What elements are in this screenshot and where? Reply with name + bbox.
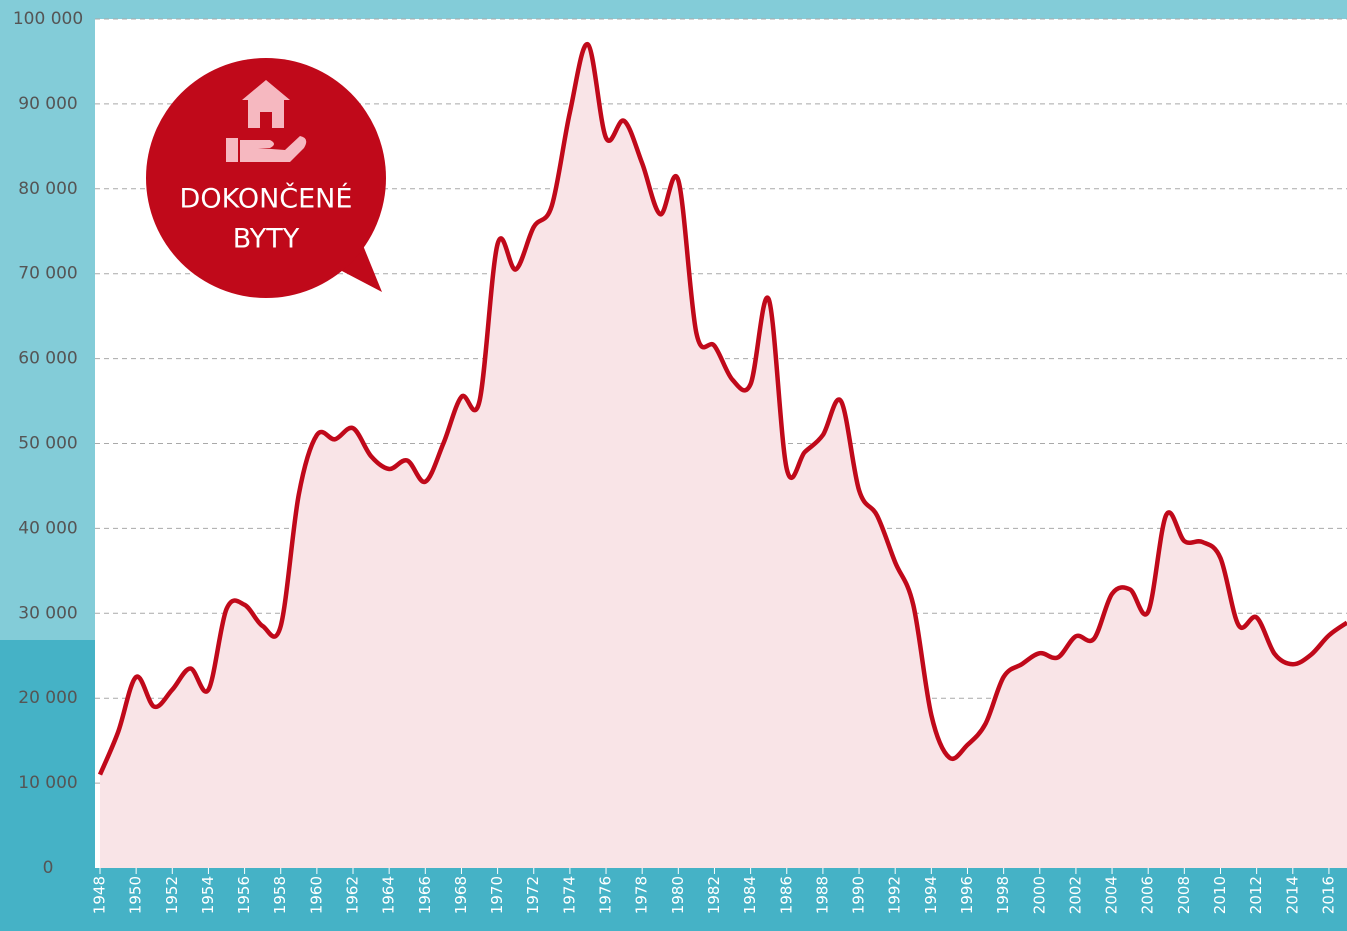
- x-tick-label: 1998: [994, 876, 1012, 914]
- x-tick-label: 1970: [488, 876, 506, 914]
- badge-circle: [146, 58, 386, 298]
- x-tick-label: 1976: [597, 876, 615, 914]
- y-tick-label: 10 000: [18, 773, 77, 793]
- x-tick-label: 1990: [850, 876, 868, 914]
- line: [97, 42, 1347, 776]
- x-tick-label: 2008: [1175, 876, 1193, 914]
- x-tick-label: 1978: [633, 876, 651, 914]
- hand-icon: [226, 138, 238, 162]
- x-tick-label: 1958: [271, 876, 289, 914]
- x-tick-label: 2010: [1211, 876, 1229, 914]
- x-tick-label: 2000: [1030, 876, 1048, 914]
- y-tick-label: 20 000: [18, 688, 77, 708]
- x-tick-label: 2002: [1066, 876, 1084, 914]
- x-tick-label: 2004: [1103, 876, 1121, 914]
- y-tick-label: 30 000: [18, 603, 77, 623]
- badge-tail: [340, 238, 382, 292]
- x-tick-label: 1974: [560, 876, 578, 914]
- x-tick-label: 2012: [1247, 876, 1265, 914]
- y-tick-label: 40 000: [18, 518, 77, 538]
- x-tick-label: 1996: [958, 876, 976, 914]
- x-tick-label: 1954: [199, 876, 217, 914]
- x-tick-label: 1960: [307, 876, 325, 914]
- badge: DOKONČENÉ BYTY: [146, 58, 386, 298]
- area: [100, 44, 1347, 869]
- x-tick-label: 1986: [777, 876, 795, 914]
- x-tick-label: 1994: [922, 876, 940, 914]
- x-tick-label: 1984: [741, 876, 759, 914]
- x-tick-label: 1988: [813, 876, 831, 914]
- y-tick-label: 80 000: [18, 179, 77, 199]
- hand-icon: [240, 136, 307, 162]
- x-tick-label: 1952: [163, 876, 181, 914]
- x-tick-label: 2014: [1283, 876, 1301, 914]
- y-tick-label: 100 000: [13, 9, 83, 29]
- house-icon: [242, 80, 290, 128]
- y-tick-label: 60 000: [18, 349, 77, 369]
- x-tick-label: 1966: [416, 876, 434, 914]
- y-tick-label: 70 000: [18, 264, 77, 284]
- x-tick-label: 1950: [127, 876, 145, 914]
- badge-text: DOKONČENÉ: [180, 183, 353, 215]
- x-tick-label: 1992: [886, 876, 904, 914]
- x-tick-label: 2016: [1319, 876, 1337, 914]
- x-tick-label: 1982: [705, 876, 723, 914]
- x-tick-label: 1962: [344, 876, 362, 914]
- x-tick-label: 1948: [91, 876, 109, 914]
- x-tick-label: 1980: [669, 876, 687, 914]
- x-tick-label: 1968: [452, 876, 470, 914]
- y-tick-label: 0: [43, 858, 54, 878]
- x-axis-band: [0, 868, 1347, 931]
- badge-text: BYTY: [233, 224, 300, 255]
- y-tick-label: 90 000: [18, 94, 77, 114]
- y-tick-label: 50 000: [18, 434, 77, 454]
- x-tick-label: 1964: [380, 876, 398, 914]
- x-tick-label: 2006: [1139, 876, 1157, 914]
- x-tick-label: 1956: [235, 876, 253, 914]
- x-tick-label: 1972: [524, 876, 542, 914]
